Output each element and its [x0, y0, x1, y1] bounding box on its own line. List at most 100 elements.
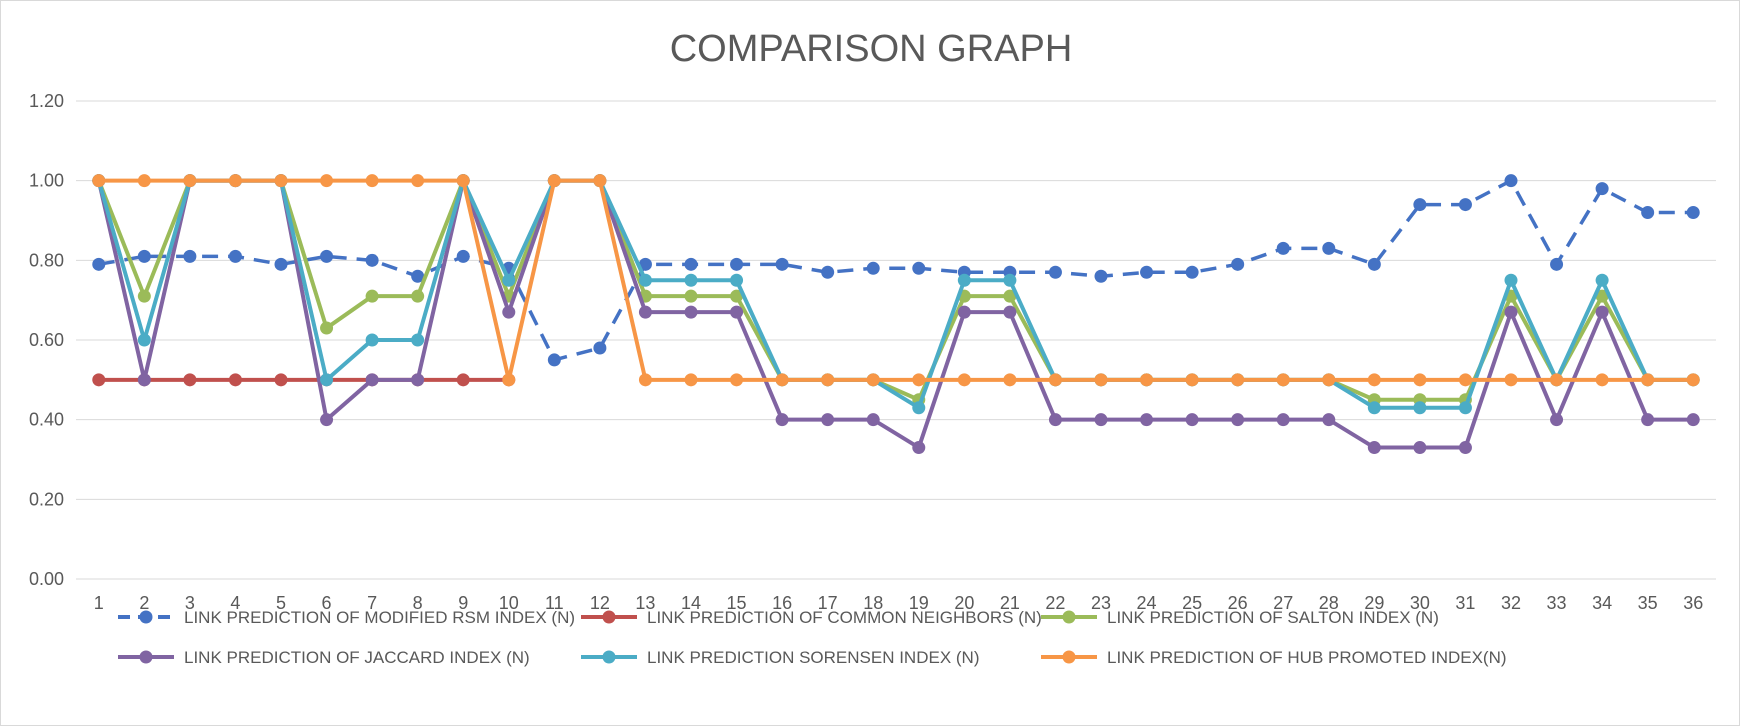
legend-label: LINK PREDICTION SORENSEN INDEX (N)	[647, 648, 980, 667]
data-point	[638, 373, 652, 387]
series-group	[92, 174, 1700, 387]
chart-title: COMPARISON GRAPH	[670, 28, 1073, 70]
data-point	[1641, 206, 1655, 220]
x-tick-label: 10	[499, 593, 519, 613]
data-point	[1231, 413, 1245, 427]
series-line	[96, 178, 1694, 402]
data-point	[1185, 413, 1199, 427]
data-point	[775, 413, 789, 427]
series-lines	[92, 174, 1700, 455]
x-axis-tick-labels: 1 2 3 4 5 6 7 8 9 10 11 12 13 14 15 16 17 18 19 20 21 22 23 24 2…	[94, 593, 1703, 613]
legend-label: LINK PREDICTION OF JACCARD INDEX (N)	[184, 648, 530, 667]
data-point	[365, 373, 379, 387]
data-point	[547, 174, 561, 188]
data-point	[1185, 373, 1199, 387]
legend-swatch-marker	[139, 650, 153, 664]
legend-label: LINK PREDICTION OF COMMON NEIGHBORS (N)	[647, 608, 1042, 627]
x-tick-label: 34	[1592, 593, 1612, 613]
data-point	[1595, 273, 1609, 287]
data-point	[320, 249, 334, 263]
x-tick-label: 26	[1228, 593, 1248, 613]
data-point	[320, 413, 334, 427]
data-point	[684, 257, 698, 271]
data-point	[684, 273, 698, 287]
data-point	[912, 261, 926, 275]
data-point	[1595, 305, 1609, 319]
data-point	[1686, 206, 1700, 220]
data-point	[1550, 257, 1564, 271]
data-point	[1413, 441, 1427, 455]
legend-item: LINK PREDICTION OF SALTON INDEX (N)	[1041, 608, 1439, 627]
x-tick-label: 18	[863, 593, 883, 613]
x-tick-label: 24	[1137, 593, 1157, 613]
data-point	[957, 305, 971, 319]
x-tick-label: 3	[185, 593, 195, 613]
data-point	[137, 174, 151, 188]
data-point	[1140, 413, 1154, 427]
data-point	[1322, 241, 1336, 255]
data-point	[320, 373, 334, 387]
data-point	[1595, 182, 1609, 196]
data-point	[1458, 441, 1472, 455]
x-tick-label: 21	[1000, 593, 1020, 613]
x-tick-label: 1	[94, 593, 104, 613]
legend-item: LINK PREDICTION OF HUB PROMOTED INDEX(N)	[1041, 648, 1507, 667]
series-group	[92, 174, 1700, 455]
legend-label: LINK PREDICTION OF SALTON INDEX (N)	[1107, 608, 1439, 627]
data-point	[365, 253, 379, 267]
legend-label: LINK PREDICTION OF HUB PROMOTED INDEX(N)	[1107, 648, 1507, 667]
data-point	[1458, 373, 1472, 387]
data-point	[1595, 289, 1609, 303]
data-point	[1003, 289, 1017, 303]
x-tick-label: 36	[1683, 593, 1703, 613]
series-line	[98, 178, 1694, 382]
data-point	[775, 373, 789, 387]
data-point	[1550, 373, 1564, 387]
data-point	[411, 333, 425, 347]
y-axis-tick-labels: 0.00 0.20 0.40 0.60 0.80 1.00 1.20	[29, 91, 64, 589]
data-point	[92, 174, 106, 188]
data-point	[1458, 198, 1472, 212]
data-point	[92, 257, 106, 271]
series-line	[96, 178, 1694, 450]
data-point	[502, 373, 516, 387]
data-point	[821, 413, 835, 427]
data-point	[957, 373, 971, 387]
x-tick-label: 19	[909, 593, 929, 613]
gridlines	[76, 100, 1716, 580]
data-point	[411, 373, 425, 387]
data-point	[1322, 373, 1336, 387]
x-tick-label: 9	[458, 593, 468, 613]
x-tick-label: 17	[818, 593, 838, 613]
data-point	[1413, 401, 1427, 415]
data-point	[456, 373, 470, 387]
data-point	[638, 273, 652, 287]
data-point	[456, 249, 470, 263]
x-tick-label: 30	[1410, 593, 1430, 613]
series-group	[92, 373, 516, 387]
data-point	[638, 257, 652, 271]
data-point	[228, 373, 242, 387]
data-point	[730, 305, 744, 319]
data-point	[1595, 373, 1609, 387]
data-point	[684, 289, 698, 303]
data-point	[1322, 413, 1336, 427]
data-point	[730, 257, 744, 271]
data-point	[183, 249, 197, 263]
data-point	[1003, 305, 1017, 319]
legend-item: LINK PREDICTION OF COMMON NEIGHBORS (N)	[581, 608, 1042, 627]
data-point	[821, 373, 835, 387]
data-point	[1094, 413, 1108, 427]
data-point	[912, 401, 926, 415]
data-point	[1185, 265, 1199, 279]
y-tick-label: 1.20	[29, 91, 64, 111]
data-point	[137, 333, 151, 347]
data-point	[1003, 273, 1017, 287]
data-point	[137, 249, 151, 263]
data-point	[320, 321, 334, 335]
data-point	[1140, 265, 1154, 279]
x-tick-label: 23	[1091, 593, 1111, 613]
data-point	[1094, 373, 1108, 387]
data-point	[1686, 413, 1700, 427]
data-point	[1641, 373, 1655, 387]
